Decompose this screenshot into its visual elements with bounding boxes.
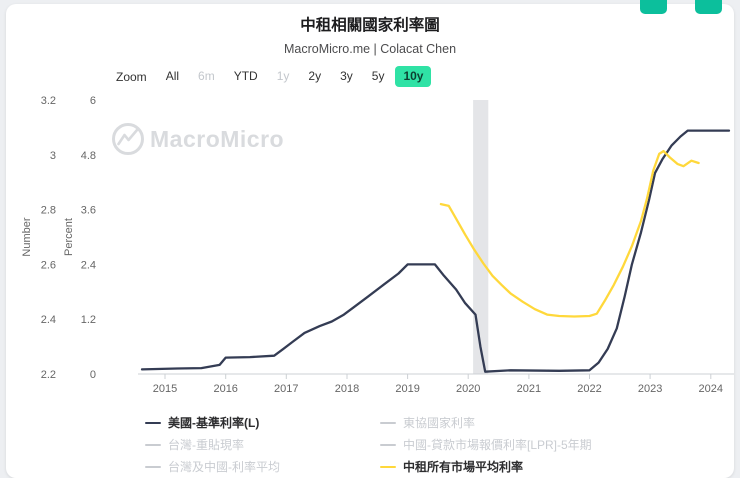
legend-column: 東協國家利率中國-貸款市場報價利率[LPR]-5年期 中租所有市場平均利率 xyxy=(380,416,615,474)
legend-label: 中國-貸款市場報價利率[LPR]-5年期 xyxy=(403,438,592,452)
legend-item[interactable]: 台灣及中國-利率平均 xyxy=(145,460,380,474)
y-tick-label: 3.2 xyxy=(41,95,56,107)
legend-column: 美國-基準利率(L) 台灣-重貼現率台灣及中國-利率平均 xyxy=(145,416,380,474)
top-action-button-1[interactable] xyxy=(640,0,667,14)
range-button-6m: 6m xyxy=(198,69,215,83)
legend-label: 中租所有市場平均利率 xyxy=(403,460,524,474)
range-button-1y: 1y xyxy=(276,69,290,83)
chart-title: 中租相關國家利率圖 xyxy=(300,17,440,34)
x-tick-label: 2019 xyxy=(395,383,419,395)
x-tick-label: 2024 xyxy=(699,383,723,395)
legend-label: 台灣-重貼現率 xyxy=(168,438,244,452)
x-tick-label: 2018 xyxy=(335,383,359,395)
legend-swatch-icon xyxy=(145,421,161,425)
x-tick-label: 2017 xyxy=(274,383,298,395)
y-tick-label: 2.2 xyxy=(41,369,56,381)
plot-band xyxy=(473,100,489,374)
legend: 美國-基準利率(L) 台灣-重貼現率台灣及中國-利率平均 東協國家利率中國-貸款市場… xyxy=(145,416,615,474)
range-selector-bar: Zoom All 6m YTD 1y 2y 3y 5y 10y xyxy=(116,66,734,87)
chart-plot-area[interactable]: MacroMicro 2015 2016 2017 2018 2019 2020 2021 2… xyxy=(6,90,734,402)
legend-label: 東協國家利率 xyxy=(403,416,476,430)
legend-item[interactable]: 中國-貸款市場報價利率[LPR]-5年期 xyxy=(380,438,615,452)
x-tick-label: 2015 xyxy=(153,383,177,395)
y-tick-label: 2.4 xyxy=(41,314,56,326)
range-button-ytd[interactable]: YTD xyxy=(233,69,258,83)
range-button-all[interactable]: All xyxy=(165,69,180,83)
legend-swatch-icon xyxy=(145,443,161,447)
series-line xyxy=(140,129,731,373)
y-axis-title: Number xyxy=(21,217,33,256)
legend-item[interactable]: 美國-基準利率(L) xyxy=(145,416,380,430)
chart-card: 中租相關國家利率圖 MacroMicro.me | Colacat Chen Z… xyxy=(6,0,734,478)
y-tick-label: 0 xyxy=(90,369,96,381)
legend-item[interactable]: 中租所有市場平均利率 xyxy=(380,460,615,474)
y-tick-label: 2.4 xyxy=(81,259,96,271)
legend-swatch-icon xyxy=(145,465,161,469)
legend-swatch-icon xyxy=(380,421,396,425)
y-tick-label: 2.8 xyxy=(41,205,56,217)
x-tick-label: 2022 xyxy=(577,383,601,395)
y-tick-label: 1.2 xyxy=(81,314,96,326)
legend-swatch-icon xyxy=(380,465,396,469)
x-tick-label: 2021 xyxy=(517,383,541,395)
y-tick-label: 4.8 xyxy=(81,150,96,162)
legend-label: 美國-基準利率(L) xyxy=(168,416,260,430)
y-tick-label: 3 xyxy=(50,150,56,162)
y-tick-label: 2.6 xyxy=(41,259,56,271)
range-button-10y[interactable]: 10y xyxy=(395,66,432,87)
x-tick-label: 2023 xyxy=(638,383,662,395)
legend-swatch-icon xyxy=(380,443,396,447)
chart-subtitle: MacroMicro.me | Colacat Chen xyxy=(283,42,457,56)
macromicro-watermark-logo-icon: MacroMicro xyxy=(112,123,284,155)
y-axis-title: Percent xyxy=(63,218,75,256)
range-button-3y[interactable]: 3y xyxy=(340,69,353,83)
watermark-text: MacroMicro xyxy=(150,126,284,152)
range-selector: All 6m YTD 1y 2y 3y 5y 10y xyxy=(158,66,432,87)
zoom-label: Zoom xyxy=(116,69,147,84)
legend-label: 台灣及中國-利率平均 xyxy=(168,460,280,474)
x-tick-label: 2020 xyxy=(456,383,480,395)
y-tick-label: 3.6 xyxy=(81,205,96,217)
range-button-2y[interactable]: 2y xyxy=(308,69,322,83)
top-actions xyxy=(640,0,722,14)
legend-item[interactable]: 東協國家利率 xyxy=(380,416,615,430)
y-tick-label: 6 xyxy=(90,95,96,107)
top-action-button-2[interactable] xyxy=(695,0,722,14)
range-button-5y[interactable]: 5y xyxy=(371,69,385,83)
legend-item[interactable]: 台灣-重貼現率 xyxy=(145,438,380,452)
series-line xyxy=(439,149,700,318)
x-tick-label: 2016 xyxy=(213,383,237,395)
